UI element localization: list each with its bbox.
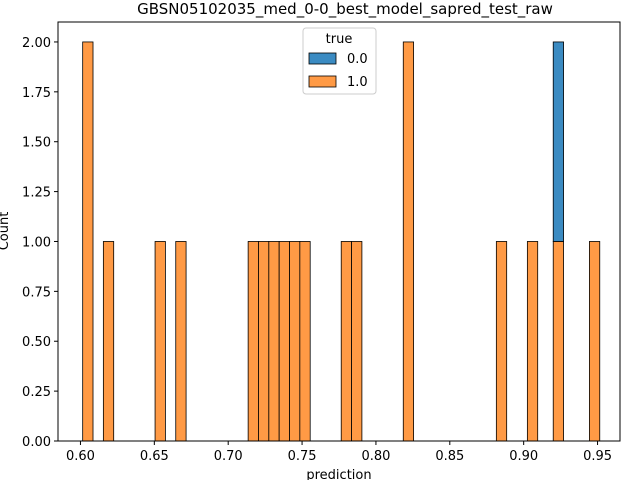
y-tick-label-4: 1.00 (22, 235, 51, 250)
bar-series-1-bin-8 (289, 241, 301, 442)
x-tick-label-2: 0.70 (214, 449, 243, 464)
legend-label-0: 0.0 (347, 52, 368, 67)
y-axis-ticks: 0.00 0.25 0.50 0.75 1.00 1.25 1.50 1.75 2.00 (22, 36, 58, 450)
bar-series-1-bin-3 (175, 241, 187, 442)
bar-series-1-bin-14 (526, 241, 539, 442)
bar-series-1-bin-15 (552, 241, 564, 442)
legend-label-1: 1.0 (347, 75, 368, 90)
x-tick-label-1: 0.65 (140, 449, 169, 464)
y-tick-label-6: 1.50 (22, 136, 51, 151)
bar-series-1-bin-11 (351, 241, 363, 442)
plot-frame (57, 21, 621, 442)
chart-title: GBSN05102035_med_0-0_best_model_sapred_t… (137, 0, 553, 19)
x-tick-label-3: 0.75 (288, 449, 317, 464)
y-tick-label-8: 2.00 (22, 36, 51, 51)
x-tick-label-6: 0.90 (509, 449, 538, 464)
bar-series-1-bin-1 (102, 241, 115, 442)
y-axis-label: Count (0, 212, 12, 251)
legend-swatch-0 (308, 52, 337, 65)
bar-series-1-bin-7 (278, 241, 290, 442)
bar-series-1-bin-9 (299, 241, 311, 442)
x-axis-label: prediction (306, 468, 371, 480)
legend-swatch-1 (308, 75, 337, 88)
x-tick-label-7: 0.95 (583, 449, 612, 464)
bar-series-1-bin-13 (495, 241, 508, 442)
y-tick-label-5: 1.25 (22, 186, 51, 201)
x-tick-label-4: 0.80 (361, 449, 390, 464)
bar-series-1-bin-0 (82, 41, 94, 442)
bar-series-1-bin-6 (268, 241, 280, 442)
legend-title: true (326, 32, 353, 47)
x-axis-ticks: 0.60 0.65 0.70 0.75 0.80 0.85 0.90 0.95 (66, 441, 612, 464)
bar-series-0-bin-0 (552, 41, 564, 242)
bar-series-1-bin-2 (154, 241, 166, 442)
axes-group (57, 21, 621, 442)
y-tick-label-0: 0.00 (22, 435, 51, 450)
bar-series-1-bin-5 (258, 241, 270, 442)
bars-group (82, 41, 601, 442)
bar-series-1-bin-10 (340, 241, 352, 442)
bar-series-1-bin-4 (247, 241, 259, 442)
y-tick-label-1: 0.25 (22, 385, 51, 400)
bar-series-1-bin-12 (402, 41, 415, 442)
legend: true 0.0 1.0 (302, 27, 377, 95)
y-tick-label-2: 0.50 (22, 335, 51, 350)
x-tick-label-0: 0.60 (66, 449, 95, 464)
y-tick-label-7: 1.75 (22, 86, 51, 101)
y-tick-label-3: 0.75 (22, 285, 51, 300)
bar-series-1-bin-16 (589, 241, 601, 442)
x-tick-label-5: 0.85 (435, 449, 464, 464)
